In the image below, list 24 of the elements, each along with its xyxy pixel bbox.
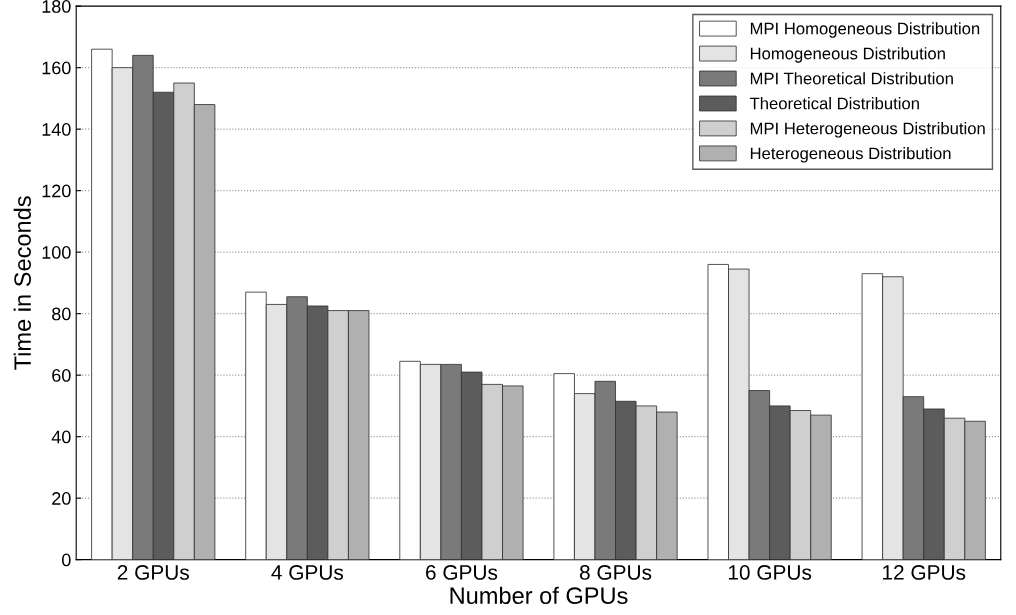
legend-label: MPI Homogeneous Distribution: [750, 22, 980, 38]
x-tick-label: 6 GPUs: [426, 565, 498, 580]
legend-label: Heterogeneous Distribution: [750, 147, 951, 163]
legend-label: MPI Heterogeneous Distribution: [750, 122, 985, 138]
y-tick-label: 140: [42, 123, 71, 136]
legend-label: Theoretical Distribution: [749, 97, 919, 110]
y-tick-label: 100: [42, 246, 71, 259]
y-tick-label: 0: [62, 553, 71, 567]
x-axis-title: Number of GPUs: [450, 586, 628, 605]
legend-label: MPI Theoretical Distribution: [750, 72, 953, 85]
y-tick-label: 40: [51, 430, 71, 444]
x-tick-label: 4 GPUs: [271, 565, 344, 580]
y-tick-label: 160: [42, 61, 71, 75]
y-tick-label: 80: [52, 307, 71, 321]
y-tick-label: 180: [42, 0, 71, 13]
x-tick-label: 2 GPUs: [117, 565, 189, 580]
y-tick-label: 20: [52, 492, 71, 505]
legend-label: Homogeneous Distribution: [750, 47, 945, 63]
y-tick-label: 60: [52, 369, 71, 382]
x-tick-label: 8 GPUs: [579, 565, 652, 580]
x-tick-label: 12 GPUs: [883, 565, 966, 580]
y-tick-label: 120: [42, 184, 71, 198]
x-tick-label: 10 GPUs: [728, 565, 812, 580]
y-axis-title: Time in Seconds: [13, 196, 31, 370]
